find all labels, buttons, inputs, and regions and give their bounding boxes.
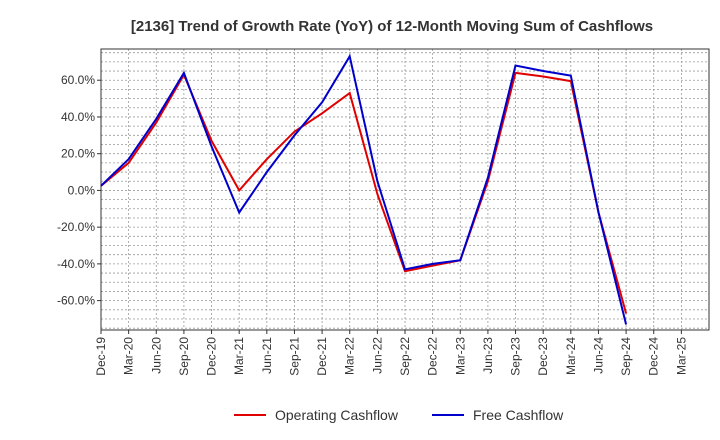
y-tick-label: -60.0% [57, 294, 95, 308]
x-tick-label: Dec-19 [94, 337, 108, 376]
x-tick-label: Dec-20 [205, 337, 219, 376]
y-tick-label: 0.0% [68, 183, 96, 197]
y-tick-label: 20.0% [61, 147, 95, 161]
x-tick-label: Mar-22 [343, 337, 357, 375]
y-tick-label: -40.0% [57, 257, 95, 271]
x-tick-label: Jun-20 [149, 337, 163, 374]
y-axis: 60.0% 40.0% 20.0% 0.0% -20.0% -40.0% -60.0% [57, 73, 101, 308]
x-tick-label: Mar-25 [674, 337, 688, 375]
x-tick-label: Mar-20 [122, 337, 136, 375]
y-tick-label: 60.0% [61, 73, 95, 87]
grid [101, 49, 709, 330]
x-tick-label: Dec-21 [315, 337, 329, 376]
x-tick-label: Jun-23 [481, 337, 495, 374]
x-tick-label: Dec-22 [426, 337, 440, 376]
x-tick-label: Sep-21 [287, 337, 301, 376]
x-tick-label: Dec-24 [647, 337, 661, 376]
x-tick-label: Sep-20 [177, 337, 191, 376]
x-tick-label: Jun-21 [260, 337, 274, 374]
legend-label: Operating Cashflow [275, 407, 399, 423]
series-lines [100, 53, 628, 325]
x-tick-label: Jun-22 [370, 337, 384, 374]
series-line [100, 53, 628, 325]
series-line [100, 71, 628, 314]
x-axis: Dec-19 Mar-20 Jun-20 Sep-20 Dec-20 Mar-21 Jun-… [94, 330, 688, 376]
x-tick-label: Mar-21 [232, 337, 246, 375]
legend-label: Free Cashflow [473, 407, 564, 423]
legend: Operating Cashflow Free Cashflow [234, 407, 564, 423]
x-tick-label: Mar-23 [453, 337, 467, 375]
y-tick-label: 40.0% [61, 110, 95, 124]
x-tick-label: Mar-24 [564, 337, 578, 375]
chart-title: [2136] Trend of Growth Rate (YoY) of 12-… [131, 18, 653, 35]
y-tick-label: -20.0% [57, 220, 95, 234]
x-tick-label: Sep-23 [509, 337, 523, 376]
x-tick-label: Sep-24 [619, 337, 633, 376]
x-tick-label: Jun-24 [591, 337, 605, 374]
x-tick-label: Sep-22 [398, 337, 412, 376]
x-tick-label: Dec-23 [536, 337, 550, 376]
